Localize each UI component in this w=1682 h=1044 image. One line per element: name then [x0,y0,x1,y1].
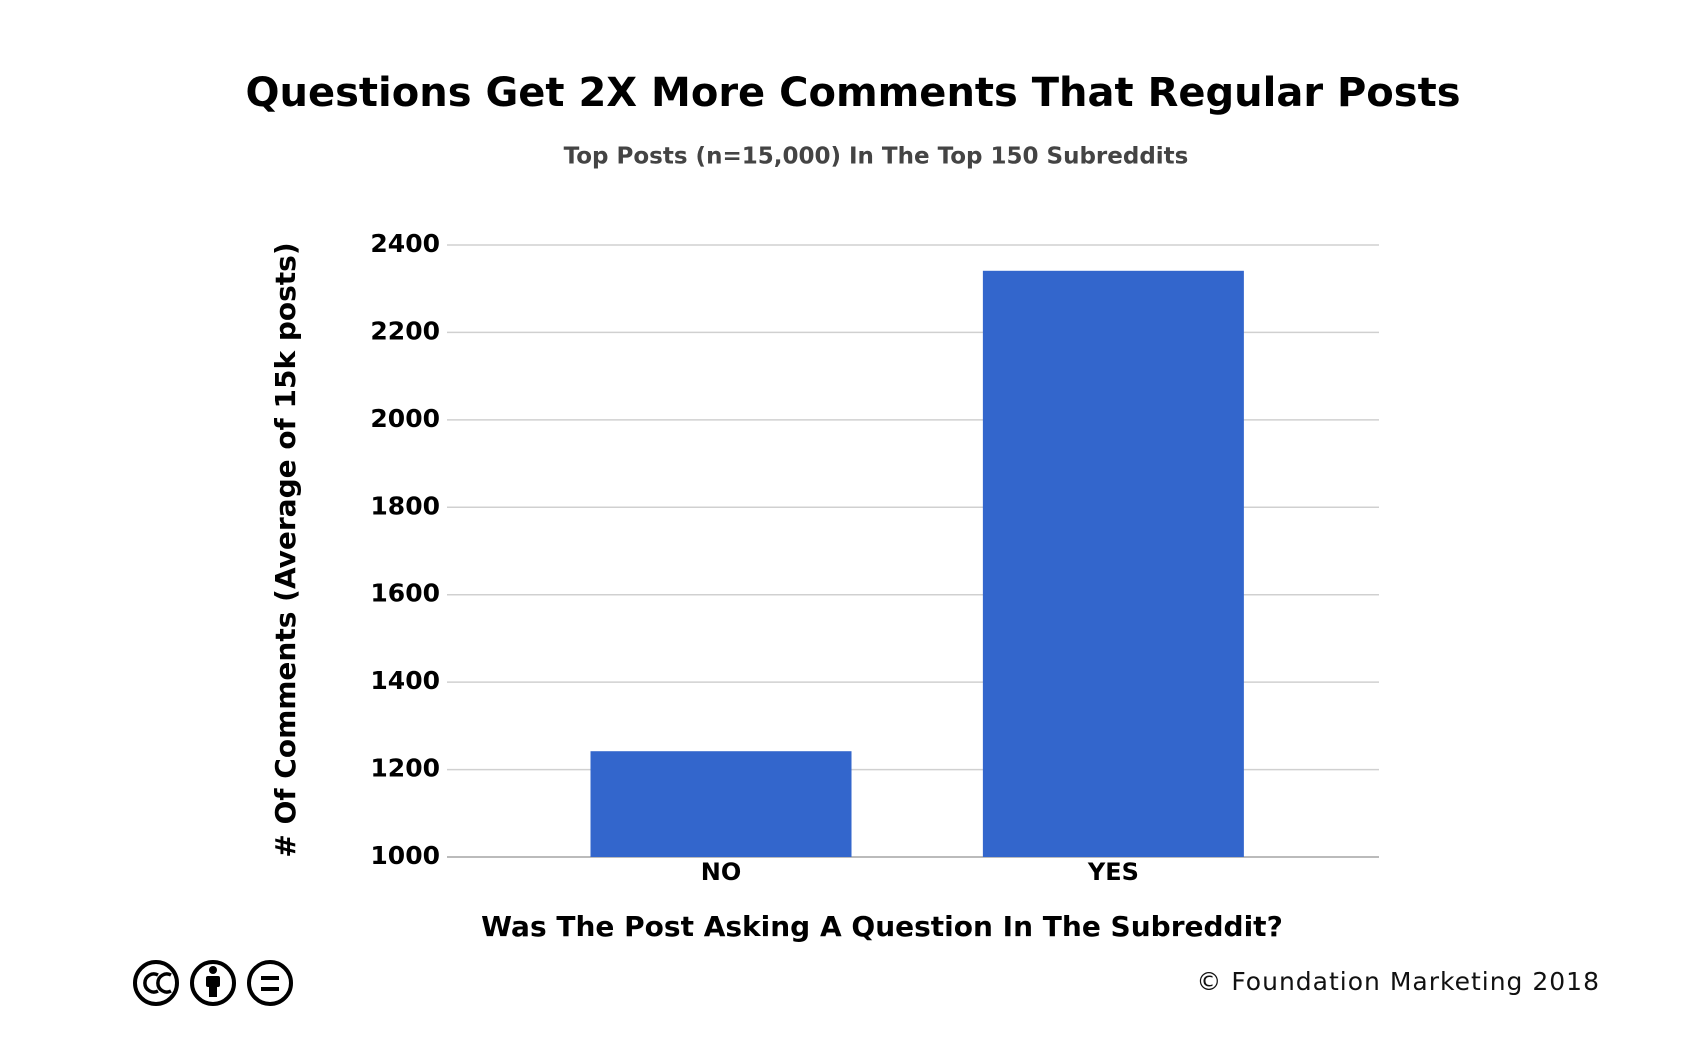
y-axis-title: # Of Comments (Average of 15k posts) [269,242,302,857]
y-tick-label: 2400 [370,229,440,258]
y-tick-label: 2000 [370,404,440,433]
y-tick-label: 2200 [370,316,440,345]
y-tick-label: 1400 [370,666,440,695]
bar [982,270,1244,857]
credit: © Foundation Marketing 2018 [1196,967,1600,996]
x-axis-title: Was The Post Asking A Question In The Su… [481,910,1283,943]
x-tick-label: YES [1087,858,1139,886]
y-tick-label: 1800 [370,491,440,520]
y-tick-label: 1000 [370,841,440,870]
x-tick-label: NO [701,858,742,886]
license-icons [133,960,293,1006]
y-tick-label: 1600 [370,579,440,608]
y-tick-label: 1200 [370,754,440,783]
chart-title: Questions Get 2X More Comments That Regu… [246,70,1461,116]
bar [590,751,852,857]
chart-subtitle: Top Posts (n=15,000) In The Top 150 Subr… [564,144,1189,170]
